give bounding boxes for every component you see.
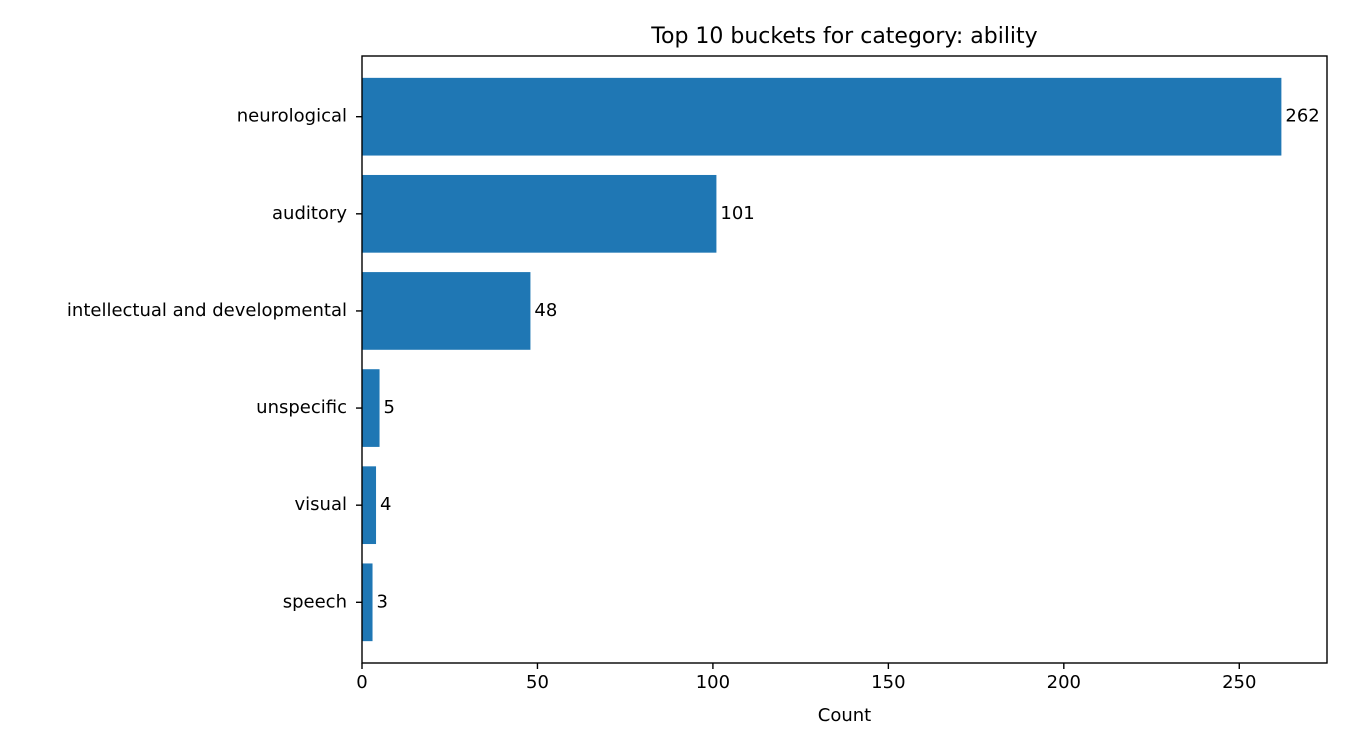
bar-auditory (362, 174, 717, 253)
bar-neurological (362, 77, 1282, 156)
y-tick-label: intellectual and developmental (67, 300, 347, 321)
chart-title: Top 10 buckets for category: ability (650, 24, 1037, 49)
x-tick-label: 250 (1222, 672, 1256, 693)
x-tick-label: 150 (871, 672, 905, 693)
x-tick-label: 50 (526, 672, 549, 693)
bar-unspecific (362, 369, 380, 447)
bar-speech (362, 563, 373, 642)
x-tick-label: 200 (1047, 672, 1081, 693)
x-axis-label: Count (818, 705, 871, 726)
x-tick-label: 0 (356, 672, 367, 693)
bar-intellectual-and-developmental (362, 272, 531, 350)
plot-area: 262 101 48 5 4 3 (362, 77, 1320, 642)
bar-value-label: 48 (534, 300, 557, 321)
bar-value-label: 3 (377, 591, 388, 612)
bar-value-label: 5 (384, 397, 395, 418)
y-tick-label: speech (283, 591, 347, 612)
axes-frame (361, 55, 1328, 664)
y-tick-label: unspecific (256, 397, 347, 418)
y-tick-label: visual (295, 494, 347, 515)
x-axis: 0 50 100 150 200 250 (356, 663, 1256, 693)
x-tick-label: 100 (696, 672, 730, 693)
bar-value-label: 262 (1285, 106, 1319, 127)
bar-value-label: 4 (380, 494, 391, 515)
y-tick-label: neurological (237, 106, 347, 127)
y-axis: neurological auditory intellectual and dev… (67, 106, 362, 612)
bar-value-label: 101 (720, 203, 754, 224)
y-tick-label: auditory (272, 203, 347, 224)
bar-visual (362, 466, 377, 545)
